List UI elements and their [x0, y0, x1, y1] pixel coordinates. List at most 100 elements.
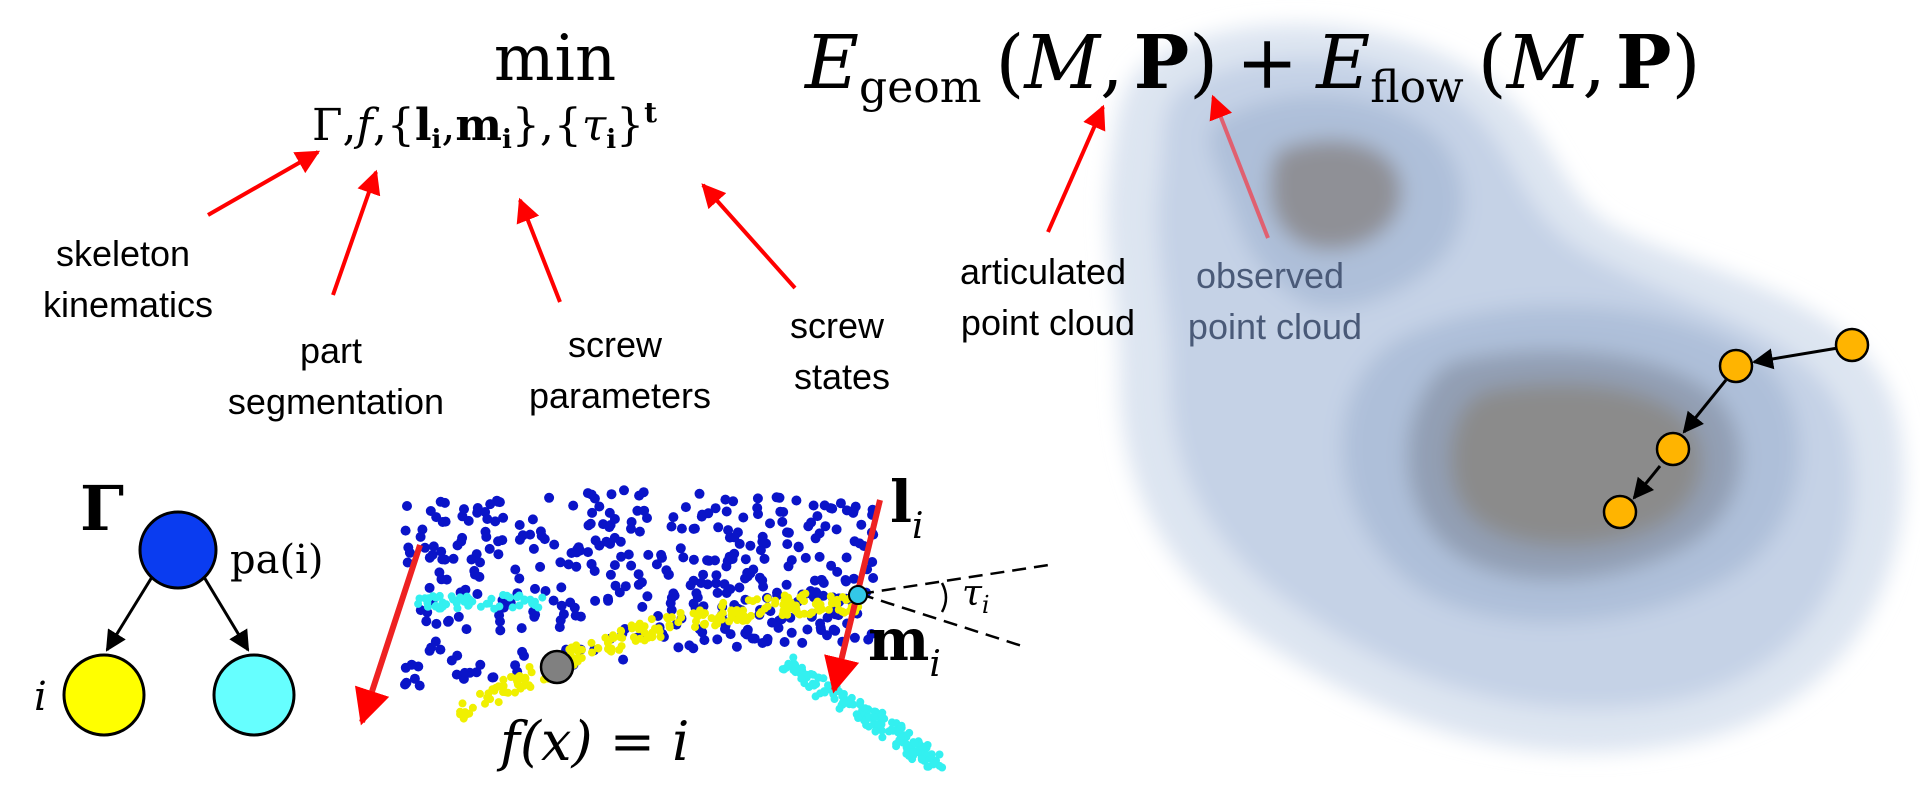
cloud-point [815, 673, 823, 682]
arrow-observed [1209, 94, 1270, 239]
cloud-point [530, 609, 541, 620]
cloud-point [753, 595, 761, 604]
cloud-point [729, 532, 740, 543]
cloud-point [675, 543, 686, 554]
cloud-point [402, 501, 412, 511]
cloud-point [606, 489, 617, 500]
cloud-point [868, 573, 879, 583]
cloud-point [782, 527, 792, 538]
cloud-point [636, 577, 647, 588]
cloud-point [825, 503, 836, 514]
tree-child-yellow [62, 653, 146, 737]
cloud-point [647, 615, 656, 624]
cloud-point [589, 493, 600, 504]
cloud-point [588, 648, 596, 657]
cloud-point [628, 624, 636, 633]
cloud-point [870, 707, 879, 716]
cloud-point [878, 733, 887, 742]
energy-expression: Egeom (M, P) + Eflow (M, P) [803, 20, 1700, 113]
cloud-point [874, 720, 883, 729]
cloud-point [481, 699, 489, 708]
cloud-point [460, 584, 471, 595]
cloud-point [752, 493, 763, 504]
cloud-point [668, 512, 679, 523]
cloud-point [620, 581, 631, 592]
cloud-point [908, 748, 917, 757]
cloud-point [814, 551, 825, 562]
cloud-point [470, 569, 480, 580]
cloud-point [810, 533, 821, 544]
cloud-point [871, 727, 880, 736]
cloud-point [811, 692, 820, 701]
screw-pivot-point [848, 585, 868, 605]
cloud-point [415, 594, 424, 603]
trajectory-edge-3 [1632, 465, 1662, 500]
cloud-point [674, 618, 683, 627]
tree-edge-right [202, 576, 250, 652]
annotation-arrows [207, 94, 1270, 303]
cloud-point [738, 512, 749, 523]
flow-trajectory [1602, 327, 1870, 530]
cloud-point [864, 722, 873, 731]
cloud-point [917, 755, 926, 764]
cloud-point [786, 627, 797, 638]
cloud-point [505, 593, 514, 602]
cloud-point [897, 721, 906, 730]
annotation-labels: skeleton kinematics part segmentation sc… [43, 233, 1362, 422]
cloud-point [468, 703, 477, 712]
cloud-point [841, 576, 851, 587]
cloud-point [678, 552, 689, 563]
point-cloud [400, 485, 947, 772]
cloud-point [929, 759, 938, 768]
cloud-point [665, 623, 674, 632]
cloud-point [765, 518, 775, 529]
point-cloud-labels: li mi τi f(x) = i [496, 468, 990, 773]
cloud-point [616, 633, 625, 642]
cloud-point [711, 578, 722, 589]
cloud-point [414, 680, 425, 691]
cloud-point [752, 502, 763, 513]
cloud-point [725, 617, 734, 626]
cloud-point [892, 742, 901, 751]
cloud-point [640, 622, 649, 631]
cloud-point [555, 615, 566, 626]
cloud-point [587, 638, 596, 647]
cloud-point [603, 593, 613, 604]
cloud-point [539, 534, 550, 545]
cloud-point [833, 599, 842, 608]
tau-ref-line-1 [859, 562, 1056, 596]
cloud-point [789, 653, 798, 662]
cloud-point [616, 551, 627, 562]
cloud-point [424, 594, 433, 603]
cloud-point [812, 511, 823, 522]
cloud-point [905, 728, 914, 737]
cloud-point [830, 695, 839, 703]
cloud-point [623, 549, 634, 560]
cloud-point [666, 605, 677, 615]
cloud-point [482, 514, 493, 524]
cloud-point [802, 624, 813, 635]
cloud-point [657, 552, 667, 563]
cloud-point [426, 642, 437, 653]
cloud-point [780, 591, 789, 600]
cloud-point [854, 714, 863, 722]
cloud-point [476, 602, 485, 611]
cloud-point [835, 498, 846, 509]
cloud-point [745, 568, 756, 579]
arrow-skeleton [207, 150, 321, 217]
cloud-point [548, 595, 559, 606]
cloud-point [441, 574, 452, 585]
cloud-point [870, 713, 879, 722]
cloud-point [666, 521, 677, 532]
cloud-point [721, 506, 732, 517]
tree-child-cyan [212, 653, 296, 737]
cloud-point [800, 552, 811, 563]
cloud-point [594, 501, 605, 512]
cloud-point [415, 531, 426, 542]
cloud-point [680, 502, 691, 513]
cloud-point [406, 659, 417, 670]
cloud-point [494, 698, 503, 707]
cloud-point [790, 666, 799, 675]
cloud-point [842, 596, 851, 604]
